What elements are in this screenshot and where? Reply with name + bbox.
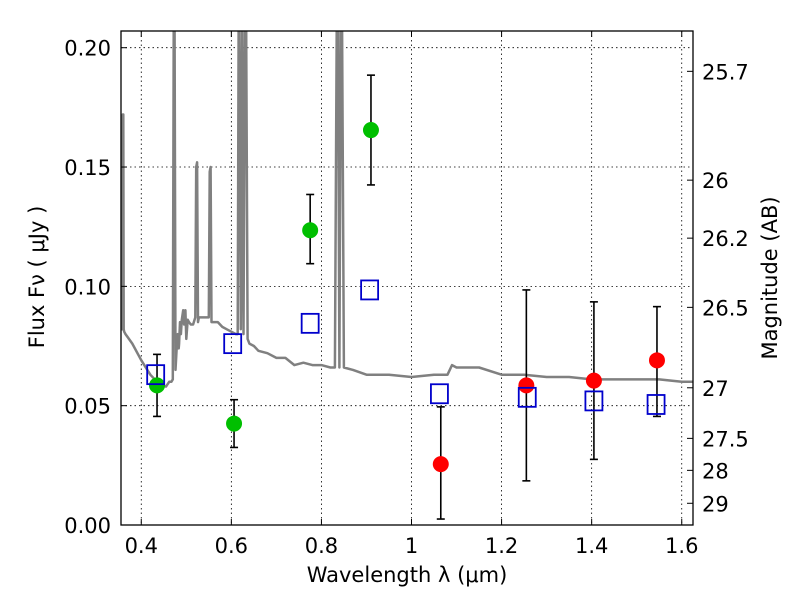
model-spectrum bbox=[121, 31, 693, 388]
data-point bbox=[432, 456, 449, 473]
data-point bbox=[223, 333, 243, 355]
y2-tick-label: 28 bbox=[702, 459, 729, 483]
data-points bbox=[146, 74, 666, 520]
data-point bbox=[584, 390, 604, 412]
axis-ticks bbox=[121, 31, 693, 526]
data-point bbox=[585, 372, 602, 389]
y2-tick-label: 29 bbox=[702, 492, 729, 516]
y2-tick-label: 26.2 bbox=[702, 227, 749, 251]
y-tick-label: 0.00 bbox=[64, 514, 111, 538]
tick-labels: 0.4 0.6 0.8 1 1.2 1.4 1.6 0.00 0.05 0.10 0.15 0.20 2… bbox=[64, 37, 749, 558]
plot-frame bbox=[120, 30, 694, 526]
x-tick-label: 1 bbox=[405, 534, 418, 558]
x-tick-label: 1.6 bbox=[665, 534, 698, 558]
y2-tick-label: 27 bbox=[702, 377, 729, 401]
data-point bbox=[360, 279, 380, 301]
data-point bbox=[226, 415, 243, 432]
x-tick-label: 0.6 bbox=[215, 534, 248, 558]
data-point bbox=[146, 364, 166, 386]
y-tick-label: 0.20 bbox=[64, 37, 111, 61]
y2-tick-label: 27.5 bbox=[702, 427, 749, 451]
data-point bbox=[648, 352, 665, 369]
y-tick-label: 0.10 bbox=[64, 275, 111, 299]
data-point bbox=[302, 222, 319, 239]
y-axis-label: Flux Fν ( μJy ) bbox=[25, 206, 49, 349]
y2-tick-label: 25.7 bbox=[702, 60, 749, 84]
y2-axis-label: Magnitude (AB) bbox=[758, 196, 782, 359]
x-tick-label: 0.8 bbox=[305, 534, 338, 558]
grid-lines bbox=[121, 31, 693, 526]
data-point bbox=[430, 383, 449, 405]
data-point bbox=[517, 386, 537, 408]
x-tick-label: 1.4 bbox=[575, 534, 608, 558]
model-spectrum-line bbox=[121, 31, 693, 388]
x-axis-label: Wavelength λ (μm) bbox=[307, 563, 508, 587]
x-tick-label: 1.2 bbox=[485, 534, 518, 558]
y-tick-label: 0.05 bbox=[64, 395, 111, 419]
data-point bbox=[300, 312, 320, 334]
y2-tick-label: 26.5 bbox=[702, 296, 749, 320]
y2-tick-label: 26 bbox=[702, 169, 729, 193]
data-point bbox=[362, 122, 379, 139]
data-point bbox=[149, 377, 166, 394]
y-tick-label: 0.15 bbox=[64, 156, 111, 180]
data-point bbox=[518, 377, 535, 394]
x-tick-label: 0.4 bbox=[125, 534, 158, 558]
data-point bbox=[646, 394, 666, 415]
